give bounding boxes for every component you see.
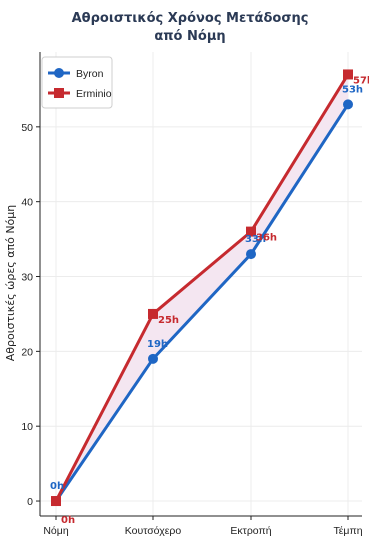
point-erminio-0 xyxy=(51,496,61,507)
data-label-erminio-1: 25h xyxy=(158,315,179,326)
legend-label-byron: Byron xyxy=(76,68,104,80)
y-axis-label: Αθροιστικές ώρες από Νόμη xyxy=(4,205,17,362)
difference-fill xyxy=(56,74,348,502)
data-label-erminio-3: 57h xyxy=(353,75,369,86)
x-tick-label-0: Νόμη xyxy=(43,525,68,537)
legend-label-erminio: Erminio xyxy=(76,88,112,100)
y-tick-label-30: 30 xyxy=(21,272,33,284)
series-layer xyxy=(51,69,353,507)
legend-box xyxy=(41,56,113,109)
x-tick-label-3: Τέμπη xyxy=(333,525,362,537)
legend-marker-erminio xyxy=(54,88,64,98)
data-labels: 0h 19h 33h 53h 0h 25h 36h 57h xyxy=(50,75,369,526)
data-label-byron-3: 53h xyxy=(342,84,363,95)
series-line-erminio xyxy=(54,72,350,503)
y-tick-label-50: 50 xyxy=(21,122,33,134)
point-erminio-3 xyxy=(343,69,353,80)
series-line-byron xyxy=(54,102,350,503)
x-tick-label-2: Εκτροπή xyxy=(230,525,271,537)
chart-title-line-2: από Νόμη xyxy=(154,29,225,44)
grid xyxy=(40,52,362,516)
y-tick-label-20: 20 xyxy=(21,346,33,358)
y-tick-label-40: 40 xyxy=(21,197,33,209)
data-label-erminio-2: 36h xyxy=(256,233,277,244)
data-label-erminio-0: 0h xyxy=(61,515,75,526)
point-erminio-1 xyxy=(148,308,158,319)
y-tick-label-10: 10 xyxy=(21,421,33,433)
y-tick-label-0: 0 xyxy=(27,496,33,508)
chart-title-line-1: Αθροιστικός Χρόνος Μετάδοσης xyxy=(72,11,309,26)
legend-marker-byron xyxy=(54,68,64,78)
point-byron-1 xyxy=(148,353,158,364)
data-label-byron-2: 33h xyxy=(245,234,266,245)
point-byron-3 xyxy=(343,99,353,110)
data-label-byron-0: 0h xyxy=(50,481,64,492)
legend: Byron Erminio xyxy=(41,56,113,109)
point-byron-2 xyxy=(246,249,256,260)
fill-between-area xyxy=(56,74,348,502)
point-erminio-2 xyxy=(246,226,256,237)
axes: 0 10 20 30 40 50 Νόμη Κουτσόχερο Εκτροπή Τέμπη xyxy=(21,52,363,537)
data-label-byron-1: 19h xyxy=(147,339,168,350)
x-tick-label-1: Κουτσόχερο xyxy=(125,525,182,537)
